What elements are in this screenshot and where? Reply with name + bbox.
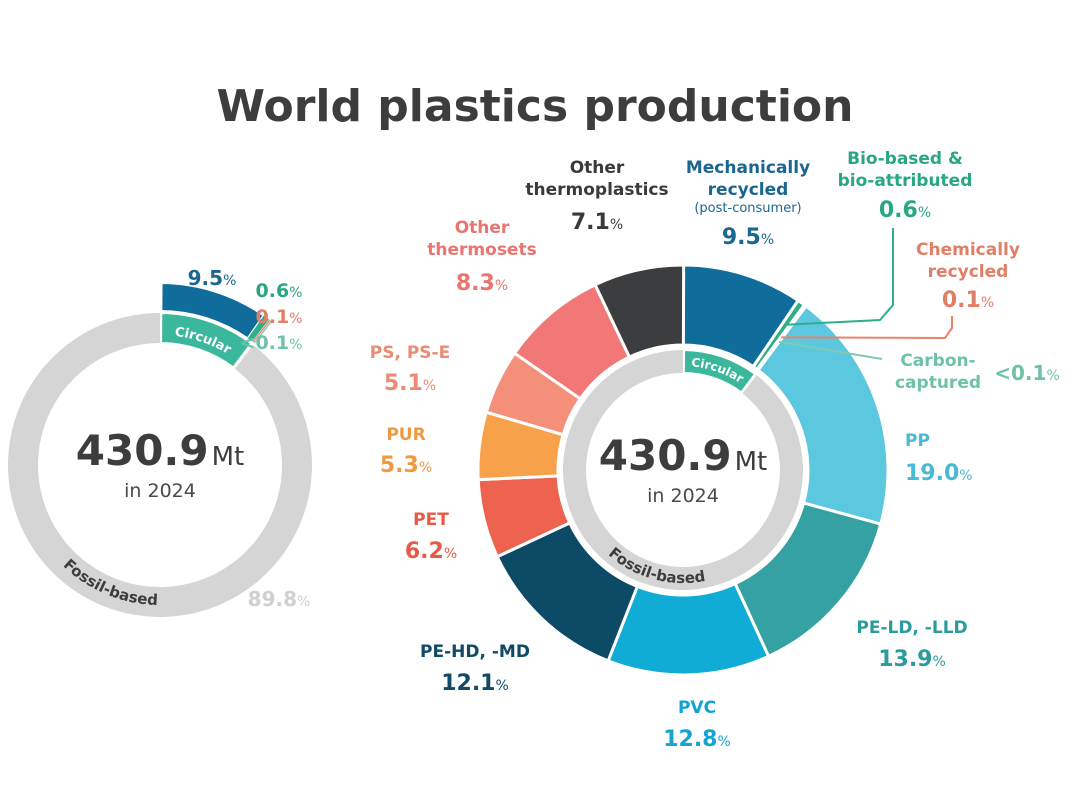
summary-value-carbon-number: <0.1 [240, 332, 290, 354]
label-thermosets-line-1: Other [455, 218, 510, 238]
label-peld-line-1: PE-LD, -LLD [856, 618, 967, 638]
label-bio-line-1: Bio-based & [847, 149, 963, 169]
summary-value-carbon: <0.1% [240, 332, 303, 354]
summary-total: 430.9 Mt [76, 426, 245, 475]
summary-total-year: in 2024 [124, 480, 196, 502]
value-bio-number: 0.6 [879, 198, 918, 223]
summary-value-chem-number: 0.1 [256, 306, 290, 328]
value-thermosets-unit: % [495, 278, 508, 294]
value-pvc: 12.8% [663, 727, 731, 752]
value-pp-unit: % [959, 468, 972, 484]
value-chem: 0.1% [942, 288, 994, 313]
label-ps-line-1: PS, PS-E [370, 343, 450, 363]
label-pet-line-1: PET [413, 510, 449, 530]
label-pvc-line-1: PVC [678, 698, 716, 718]
slice-thermoplastics [593, 263, 686, 360]
value-bio-unit: % [918, 205, 931, 221]
summary-total-value: 430.9 [76, 426, 209, 475]
value-carbon-unit: % [1046, 368, 1059, 384]
detail-total-value: 430.9 [599, 431, 732, 480]
summary-slice-carbon [253, 320, 273, 345]
value-mech-number: 9.5 [722, 225, 761, 250]
value-ps-unit: % [423, 378, 436, 394]
value-pp: 19.0% [905, 461, 973, 486]
value-thermosets: 8.3% [456, 271, 508, 296]
value-thermosets-number: 8.3 [456, 271, 495, 296]
summary-value-bio-unit: % [289, 285, 302, 301]
label-chem-line-1: Chemically [916, 240, 1020, 260]
label-bio-line-2: bio-attributed [838, 171, 973, 191]
label-chem-line-2: recycled [928, 262, 1009, 282]
value-mech-unit: % [761, 232, 774, 248]
chart-title: World plastics production [217, 81, 854, 132]
summary-value-fossil: 89.8% [248, 587, 311, 611]
summary-value-mech-number: 9.5 [188, 266, 223, 290]
value-pehd-unit: % [495, 678, 508, 694]
value-pet-unit: % [444, 546, 457, 562]
value-chem-unit: % [981, 295, 994, 311]
detail-total: 430.9 Mt [599, 431, 768, 480]
label-pp-line-1: PP [905, 431, 930, 451]
value-pet: 6.2% [405, 539, 457, 564]
value-pp-number: 19.0 [905, 461, 959, 486]
summary-value-mech-unit: % [223, 273, 236, 289]
value-pvc-unit: % [717, 734, 730, 750]
leader-carbon [778, 340, 883, 360]
label-pur-line-1: PUR [386, 425, 425, 445]
circular-ring [682, 348, 757, 394]
value-pehd: 12.1% [441, 671, 509, 696]
label-pehd-line-1: PE-HD, -MD [420, 642, 530, 662]
value-ps-number: 5.1 [384, 371, 423, 396]
summary-value-bio-number: 0.6 [256, 280, 290, 302]
summary-value-fossil-number: 89.8 [248, 587, 297, 611]
value-ps: 5.1% [384, 371, 436, 396]
label-carbon-line-1: Carbon- [900, 351, 975, 371]
leader-bio [785, 228, 894, 326]
value-pvc-number: 12.8 [663, 727, 717, 752]
value-pur-unit: % [419, 460, 432, 476]
value-pehd-number: 12.1 [441, 671, 495, 696]
value-thermoplastics-number: 7.1 [571, 210, 610, 235]
label-thermoplastics-line-2: thermoplastics [525, 180, 668, 200]
summary-total-unit: Mt [212, 442, 245, 472]
value-chem-number: 0.1 [942, 288, 981, 313]
label-mech-note: (post-consumer) [694, 201, 801, 216]
summary-circular-ring [160, 311, 253, 369]
leader-chem [781, 316, 953, 340]
value-thermoplastics-unit: % [610, 217, 623, 233]
value-carbon: <0.1% [994, 361, 1060, 385]
value-thermoplastics: 7.1% [571, 210, 623, 235]
detail-total-year: in 2024 [647, 485, 719, 507]
summary-value-carbon-unit: % [289, 337, 302, 353]
value-mech: 9.5% [722, 225, 774, 250]
summary-value-bio: 0.6% [256, 280, 303, 302]
summary-value-chem-unit: % [289, 311, 302, 327]
value-pet-number: 6.2 [405, 539, 444, 564]
value-bio: 0.6% [879, 198, 931, 223]
summary-value-chem: 0.1% [256, 306, 303, 328]
label-mech-line-1: Mechanically [686, 158, 810, 178]
value-carbon-number: <0.1 [994, 361, 1046, 385]
label-thermosets-line-2: thermosets [427, 240, 536, 260]
summary-value-fossil-unit: % [297, 594, 310, 610]
value-peld-unit: % [932, 654, 945, 670]
label-thermoplastics-line-1: Other [570, 158, 625, 178]
value-pur: 5.3% [380, 453, 432, 478]
summary-value-mech: 9.5% [188, 266, 237, 290]
value-peld: 13.9% [878, 647, 946, 672]
label-mech-line-2: recycled [708, 180, 789, 200]
value-pur-number: 5.3 [380, 453, 419, 478]
label-carbon-line-2: captured [895, 373, 981, 393]
detail-total-unit: Mt [735, 447, 768, 477]
value-peld-number: 13.9 [878, 647, 932, 672]
